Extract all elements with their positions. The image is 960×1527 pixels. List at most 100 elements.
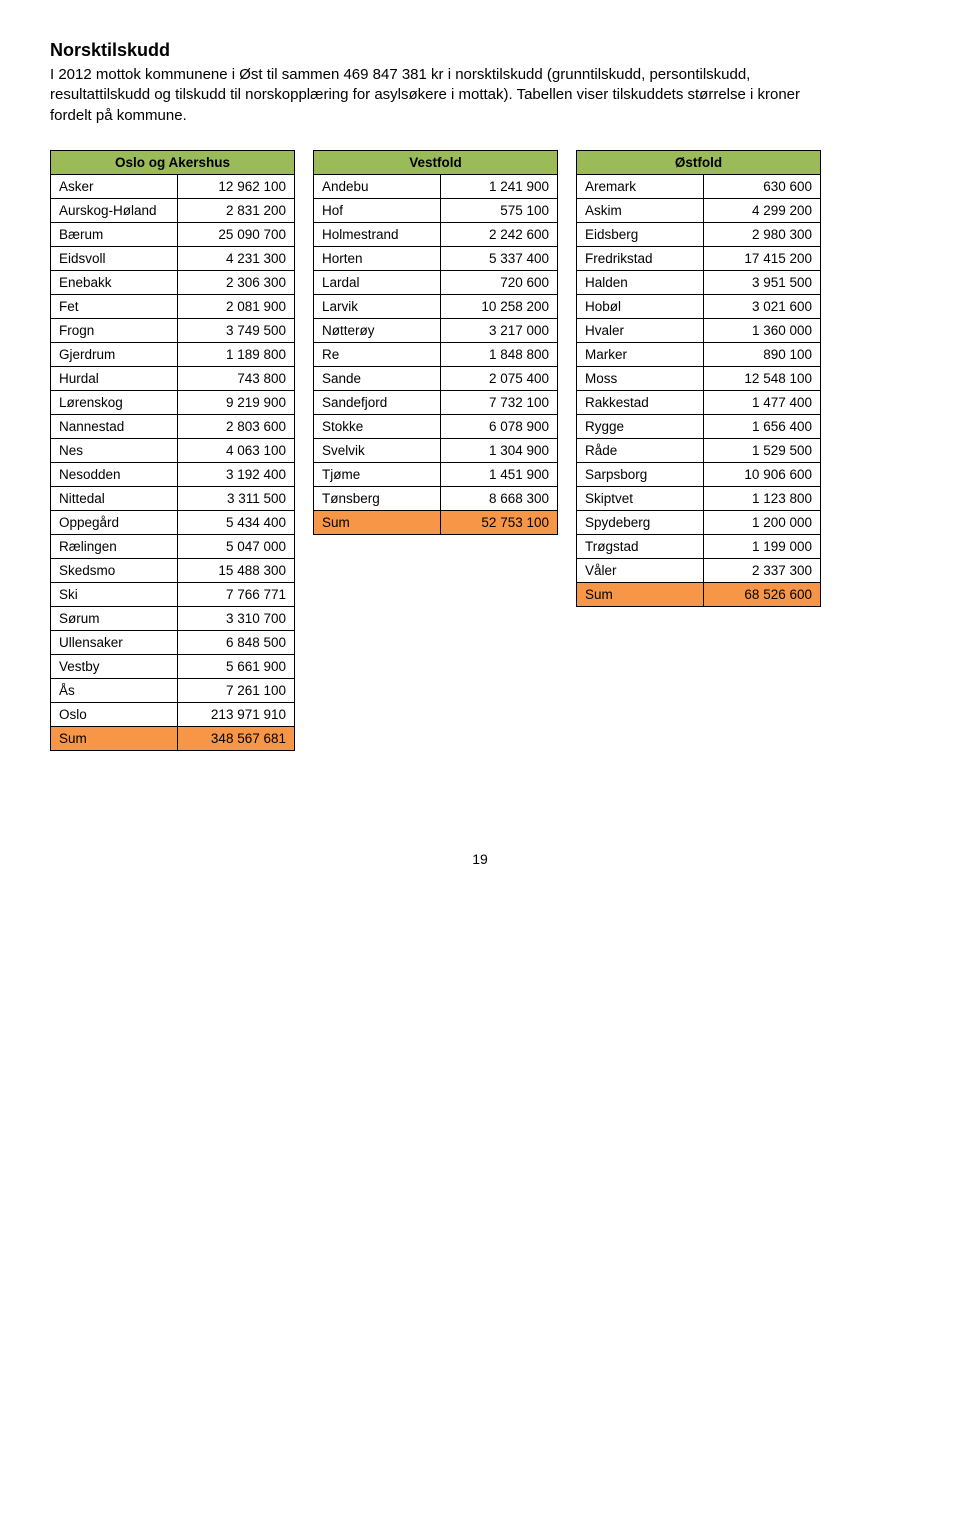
row-name: Ski bbox=[51, 582, 178, 606]
row-value: 12 548 100 bbox=[704, 366, 821, 390]
row-value: 4 231 300 bbox=[178, 246, 295, 270]
row-name: Tjøme bbox=[314, 462, 441, 486]
row-name: Marker bbox=[577, 342, 704, 366]
table-row: Fredrikstad17 415 200 bbox=[577, 246, 821, 270]
row-value: 5 661 900 bbox=[178, 654, 295, 678]
table-row: Gjerdrum1 189 800 bbox=[51, 342, 295, 366]
row-value: 1 304 900 bbox=[441, 438, 558, 462]
tables-container: Oslo og AkershusAsker12 962 100Aurskog-H… bbox=[50, 150, 910, 751]
row-value: 2 081 900 bbox=[178, 294, 295, 318]
row-value: 2 337 300 bbox=[704, 558, 821, 582]
row-name: Eidsvoll bbox=[51, 246, 178, 270]
row-value: 12 962 100 bbox=[178, 174, 295, 198]
row-name: Sørum bbox=[51, 606, 178, 630]
table-row: Rygge1 656 400 bbox=[577, 414, 821, 438]
table-row: Hobøl3 021 600 bbox=[577, 294, 821, 318]
row-name: Nøtterøy bbox=[314, 318, 441, 342]
table-row: Holmestrand2 242 600 bbox=[314, 222, 558, 246]
row-value: 1 360 000 bbox=[704, 318, 821, 342]
table-row: Aurskog-Høland2 831 200 bbox=[51, 198, 295, 222]
table-row: Sarpsborg10 906 600 bbox=[577, 462, 821, 486]
row-value: 3 311 500 bbox=[178, 486, 295, 510]
table-row: Andebu1 241 900 bbox=[314, 174, 558, 198]
table-row: Nesodden3 192 400 bbox=[51, 462, 295, 486]
table-row: Svelvik1 304 900 bbox=[314, 438, 558, 462]
row-name: Tønsberg bbox=[314, 486, 441, 510]
row-value: 213 971 910 bbox=[178, 702, 295, 726]
row-name: Aremark bbox=[577, 174, 704, 198]
table-header: Oslo og Akershus bbox=[51, 150, 295, 174]
row-value: 4 299 200 bbox=[704, 198, 821, 222]
row-name: Spydeberg bbox=[577, 510, 704, 534]
row-value: 25 090 700 bbox=[178, 222, 295, 246]
row-name: Hurdal bbox=[51, 366, 178, 390]
row-value: 630 600 bbox=[704, 174, 821, 198]
table-row: Lørenskog9 219 900 bbox=[51, 390, 295, 414]
row-name: Oppegård bbox=[51, 510, 178, 534]
row-name: Askim bbox=[577, 198, 704, 222]
row-value: 2 980 300 bbox=[704, 222, 821, 246]
table-row: Spydeberg1 200 000 bbox=[577, 510, 821, 534]
table-row: Oppegård5 434 400 bbox=[51, 510, 295, 534]
row-name: Hobøl bbox=[577, 294, 704, 318]
table-row: Frogn3 749 500 bbox=[51, 318, 295, 342]
row-name: Rælingen bbox=[51, 534, 178, 558]
table-row: Halden3 951 500 bbox=[577, 270, 821, 294]
row-value: 3 021 600 bbox=[704, 294, 821, 318]
table-row: Eidsberg2 980 300 bbox=[577, 222, 821, 246]
row-name: Holmestrand bbox=[314, 222, 441, 246]
table-row: Våler2 337 300 bbox=[577, 558, 821, 582]
row-name: Nesodden bbox=[51, 462, 178, 486]
table-row: Rakkestad1 477 400 bbox=[577, 390, 821, 414]
table-row: Askim4 299 200 bbox=[577, 198, 821, 222]
row-value: 5 047 000 bbox=[178, 534, 295, 558]
table-row: Ås7 261 100 bbox=[51, 678, 295, 702]
row-value: 3 310 700 bbox=[178, 606, 295, 630]
table-row: Råde1 529 500 bbox=[577, 438, 821, 462]
row-name: Nes bbox=[51, 438, 178, 462]
row-name: Moss bbox=[577, 366, 704, 390]
table-oslo: Oslo og AkershusAsker12 962 100Aurskog-H… bbox=[50, 150, 295, 751]
row-value: 575 100 bbox=[441, 198, 558, 222]
row-name: Sande bbox=[314, 366, 441, 390]
sum-value: 68 526 600 bbox=[704, 582, 821, 606]
row-value: 1 477 400 bbox=[704, 390, 821, 414]
table-row: Tjøme1 451 900 bbox=[314, 462, 558, 486]
sum-value: 52 753 100 bbox=[441, 510, 558, 534]
row-value: 2 831 200 bbox=[178, 198, 295, 222]
row-value: 2 803 600 bbox=[178, 414, 295, 438]
table-row: Sande2 075 400 bbox=[314, 366, 558, 390]
row-value: 3 217 000 bbox=[441, 318, 558, 342]
table-row: Hurdal743 800 bbox=[51, 366, 295, 390]
sum-label: Sum bbox=[314, 510, 441, 534]
row-name: Frogn bbox=[51, 318, 178, 342]
page-number: 19 bbox=[50, 851, 910, 867]
table-row: Ullensaker6 848 500 bbox=[51, 630, 295, 654]
row-name: Asker bbox=[51, 174, 178, 198]
table-row: Skiptvet1 123 800 bbox=[577, 486, 821, 510]
row-value: 2 306 300 bbox=[178, 270, 295, 294]
row-value: 6 848 500 bbox=[178, 630, 295, 654]
row-value: 1 451 900 bbox=[441, 462, 558, 486]
table-row: Lardal720 600 bbox=[314, 270, 558, 294]
row-name: Nannestad bbox=[51, 414, 178, 438]
table-row: Oslo213 971 910 bbox=[51, 702, 295, 726]
row-name: Gjerdrum bbox=[51, 342, 178, 366]
row-value: 6 078 900 bbox=[441, 414, 558, 438]
row-value: 1 656 400 bbox=[704, 414, 821, 438]
row-value: 1 200 000 bbox=[704, 510, 821, 534]
table-row: Nes4 063 100 bbox=[51, 438, 295, 462]
table-row: Re1 848 800 bbox=[314, 342, 558, 366]
row-name: Lardal bbox=[314, 270, 441, 294]
table-row: Aremark630 600 bbox=[577, 174, 821, 198]
table-row: Vestby5 661 900 bbox=[51, 654, 295, 678]
row-value: 10 258 200 bbox=[441, 294, 558, 318]
row-value: 3 749 500 bbox=[178, 318, 295, 342]
row-value: 9 219 900 bbox=[178, 390, 295, 414]
row-value: 3 951 500 bbox=[704, 270, 821, 294]
row-name: Oslo bbox=[51, 702, 178, 726]
sum-row: Sum68 526 600 bbox=[577, 582, 821, 606]
intro-paragraph: I 2012 mottok kommunene i Øst til sammen… bbox=[50, 65, 810, 126]
row-value: 2 242 600 bbox=[441, 222, 558, 246]
row-name: Ås bbox=[51, 678, 178, 702]
